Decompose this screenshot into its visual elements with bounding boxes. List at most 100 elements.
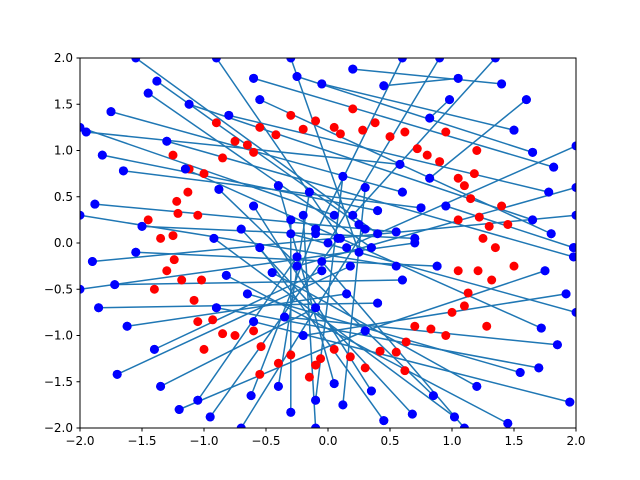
blue-point — [549, 162, 559, 172]
red-point — [490, 243, 500, 253]
blue-point — [528, 215, 538, 225]
connector-segment — [80, 214, 397, 267]
blue-point — [338, 400, 348, 410]
blue-point — [425, 173, 435, 183]
red-point — [168, 150, 178, 160]
red-point — [211, 118, 221, 128]
red-point — [304, 372, 314, 382]
blue-point — [354, 220, 364, 229]
blue-point — [373, 298, 383, 308]
connector-segment — [216, 307, 539, 369]
red-point — [482, 321, 492, 331]
red-point — [311, 360, 321, 370]
blue-point — [205, 412, 215, 422]
connector-segment — [271, 271, 478, 388]
blue-point — [354, 247, 364, 257]
y-tick-label: −1.5 — [44, 375, 73, 389]
blue-point — [286, 58, 296, 63]
red-point — [435, 157, 445, 167]
blue-point — [118, 166, 128, 176]
blue-point — [137, 221, 147, 231]
blue-point — [329, 379, 339, 389]
blue-point — [441, 201, 451, 211]
blue-point — [211, 303, 221, 313]
connector-segment — [116, 265, 351, 376]
blue-point — [544, 187, 554, 197]
connector-segment — [302, 215, 317, 428]
red-point — [345, 352, 355, 362]
blue-point — [292, 252, 302, 262]
red-point — [348, 104, 358, 114]
red-point — [412, 144, 422, 154]
blue-point — [249, 73, 259, 83]
red-point — [375, 346, 385, 356]
blue-point — [571, 210, 576, 220]
blue-point — [273, 381, 283, 391]
red-point — [370, 118, 380, 128]
connector-segment — [290, 58, 360, 253]
connector-segment — [213, 237, 455, 418]
blue-point — [449, 412, 459, 422]
blue-point — [565, 397, 575, 407]
red-point — [509, 261, 519, 271]
red-point — [218, 153, 228, 163]
red-point — [484, 221, 494, 231]
connector-segment — [188, 103, 533, 221]
connector-segment — [197, 256, 298, 401]
blue-point — [249, 317, 259, 327]
blue-point — [122, 321, 132, 331]
blue-point — [407, 409, 417, 419]
red-point — [168, 231, 178, 241]
blue-point — [97, 150, 107, 160]
red-point — [255, 122, 265, 132]
x-tick-label: 0.5 — [380, 434, 399, 448]
red-point — [149, 284, 159, 294]
blue-point — [214, 184, 224, 194]
connector-segment — [296, 186, 576, 267]
blue-point — [110, 280, 120, 290]
connector-segment — [429, 99, 527, 179]
blue-point — [373, 206, 383, 216]
red-point — [199, 344, 209, 354]
blue-point — [298, 210, 308, 220]
connector-segment — [240, 228, 366, 428]
connector-segment — [123, 170, 422, 209]
blue-point — [397, 187, 407, 197]
red-point — [401, 337, 411, 347]
red-point — [441, 331, 451, 340]
blue-point — [143, 88, 153, 98]
connector-segment — [327, 58, 441, 244]
red-point — [193, 317, 203, 327]
y-tick-label: −0.5 — [44, 282, 73, 296]
red-point — [400, 366, 410, 376]
red-point — [218, 329, 228, 339]
red-point — [441, 127, 451, 137]
blue-point — [425, 113, 435, 123]
red-point — [497, 201, 507, 211]
blue-point — [224, 110, 234, 120]
red-point — [472, 146, 482, 155]
red-point — [410, 321, 420, 331]
connector-segment — [94, 203, 397, 233]
blue-point — [497, 79, 507, 89]
blue-point — [311, 229, 321, 239]
red-point — [466, 194, 476, 204]
red-point — [189, 295, 199, 305]
blue-point — [131, 58, 141, 63]
y-tick-label: −1.0 — [44, 329, 73, 343]
blue-point — [298, 331, 308, 340]
red-point — [183, 187, 193, 197]
blue-point-layer — [80, 58, 576, 428]
connector-segment — [321, 83, 515, 131]
red-point — [172, 196, 182, 206]
red-point — [286, 350, 296, 360]
connector-segment — [383, 77, 459, 87]
red-point — [255, 369, 265, 379]
connector-segment — [178, 330, 366, 411]
red-point — [256, 342, 266, 352]
red-point — [360, 363, 370, 373]
red-point — [230, 136, 240, 146]
connector-segment — [352, 68, 502, 85]
red-point — [453, 215, 463, 225]
